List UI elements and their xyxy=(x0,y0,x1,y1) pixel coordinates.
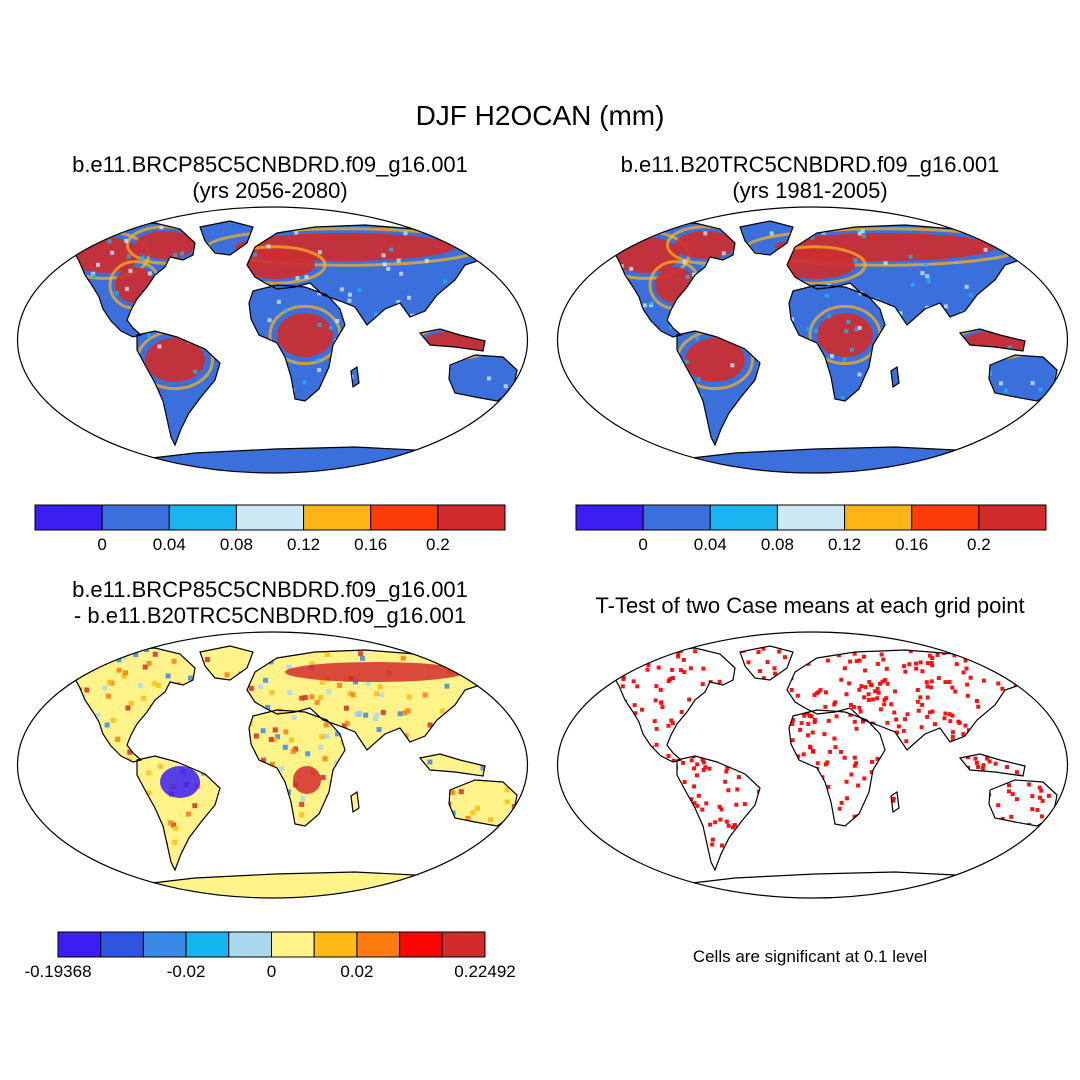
colorbar-label: 0.02 xyxy=(340,962,374,981)
colorbar-label: 0.16 xyxy=(895,535,929,554)
colorbar-swatch xyxy=(228,931,273,958)
colorbar-swatch xyxy=(101,504,170,531)
panel-4-title: T-Test of two Case means at each grid po… xyxy=(560,593,1060,619)
colorbar-swatch xyxy=(437,504,506,531)
colorbar-swatch xyxy=(100,931,144,958)
colorbar-20thc-labels: 0 0.04 0.08 0.12 0.16 0.2 xyxy=(576,535,1046,557)
colorbar-label: 0.2 xyxy=(426,535,450,554)
colorbar-swatch xyxy=(399,931,443,958)
landmass-africa xyxy=(789,710,885,826)
panel-2-title: b.e11.B20TRC5CNBDRD.f09_g16.001 (yrs 198… xyxy=(560,152,1060,204)
landmass-madagascar xyxy=(351,367,359,387)
colorbar-swatch xyxy=(642,504,711,531)
colorbar-label: 0.12 xyxy=(828,535,862,554)
colorbar-label: 0.22492 xyxy=(454,962,516,981)
colorbar-swatch xyxy=(844,504,913,531)
landmass-australia xyxy=(449,780,517,826)
colorbar-label: 0.2 xyxy=(967,535,991,554)
map-panel-20thc xyxy=(556,206,1069,474)
colorbar-swatch xyxy=(57,931,102,958)
colorbar-swatch xyxy=(575,504,644,531)
colorbar-swatch xyxy=(313,931,358,958)
colorbar-swatch xyxy=(168,504,237,531)
colorbar-label: -0.02 xyxy=(166,962,206,981)
colorbar-difference-labels: -0.19368 -0.02 0 0.02 0.22492 xyxy=(24,962,515,984)
colorbar-swatch xyxy=(356,931,401,958)
colorbar-swatch xyxy=(34,504,103,531)
landmass-australia xyxy=(449,355,517,401)
map-border xyxy=(16,206,529,474)
panel-1-title-line1: b.e11.BRCP85C5CNBDRD.f09_g16.001 xyxy=(72,152,468,177)
colorbar-label: 0 xyxy=(97,535,107,554)
colorbar-label: 0 xyxy=(638,535,648,554)
ttest-significance-note: Cells are significant at 0.1 level xyxy=(692,947,928,966)
colorbar-label: 0.04 xyxy=(693,535,727,554)
colorbar-swatch xyxy=(911,504,980,531)
colorbar-label: 0.04 xyxy=(152,535,186,554)
panel-3-title: b.e11.BRCP85C5CNBDRD.f09_g16.001 - b.e11… xyxy=(20,577,520,629)
landmass-madagascar xyxy=(891,367,899,387)
map-panel-difference xyxy=(16,631,529,899)
colorbar-label: -0.19368 xyxy=(24,962,92,981)
map-border xyxy=(16,631,529,899)
colorbar-swatch xyxy=(441,931,486,958)
colorbar-swatch xyxy=(709,504,778,531)
colorbar-rcp85-labels: 0 0.04 0.08 0.12 0.16 0.2 xyxy=(35,535,505,557)
colorbar-label: 0.08 xyxy=(760,535,794,554)
colorbar-swatch xyxy=(303,504,372,531)
colorbar-label: 0.16 xyxy=(354,535,388,554)
panel-4-title-line1: T-Test of two Case means at each grid po… xyxy=(595,593,1025,618)
map-panel-ttest xyxy=(556,631,1069,899)
figure-title: DJF H2OCAN (mm) xyxy=(415,100,665,131)
colorbar-swatch xyxy=(142,931,187,958)
colorbar-swatch xyxy=(776,504,846,531)
map-panel-rcp85 xyxy=(16,206,529,474)
colorbar-difference xyxy=(57,931,486,958)
landmass-northAmerica xyxy=(610,648,735,762)
landmass-madagascar xyxy=(351,792,359,812)
panel-2-title-line1: b.e11.B20TRC5CNBDRD.f09_g16.001 xyxy=(620,152,1000,177)
map-border xyxy=(556,631,1069,899)
colorbar-20thc xyxy=(575,504,1047,531)
colorbar-swatch xyxy=(978,504,1047,531)
colorbar-label: 0.12 xyxy=(287,535,321,554)
landmass-southAmerica xyxy=(677,756,760,870)
colorbar-swatch xyxy=(370,504,439,531)
colorbar-swatch xyxy=(271,931,315,958)
colorbar-rcp85 xyxy=(34,504,506,531)
panel-2-title-line2: (yrs 1981-2005) xyxy=(732,178,888,203)
map-border xyxy=(556,206,1069,474)
colorbar-swatch xyxy=(185,931,230,958)
colorbar-swatch xyxy=(235,504,305,531)
panel-3-title-line2: - b.e11.B20TRC5CNBDRD.f09_g16.001 xyxy=(73,603,467,628)
panel-1-title-line2: (yrs 2056-2080) xyxy=(192,178,348,203)
landmass-greenland xyxy=(200,646,253,680)
panel-3-title-line1: b.e11.BRCP85C5CNBDRD.f09_g16.001 xyxy=(72,577,468,602)
colorbar-label: 0 xyxy=(266,962,277,981)
colorbar-label: 0.08 xyxy=(219,535,253,554)
panel-1-title: b.e11.BRCP85C5CNBDRD.f09_g16.001 (yrs 20… xyxy=(20,152,520,204)
